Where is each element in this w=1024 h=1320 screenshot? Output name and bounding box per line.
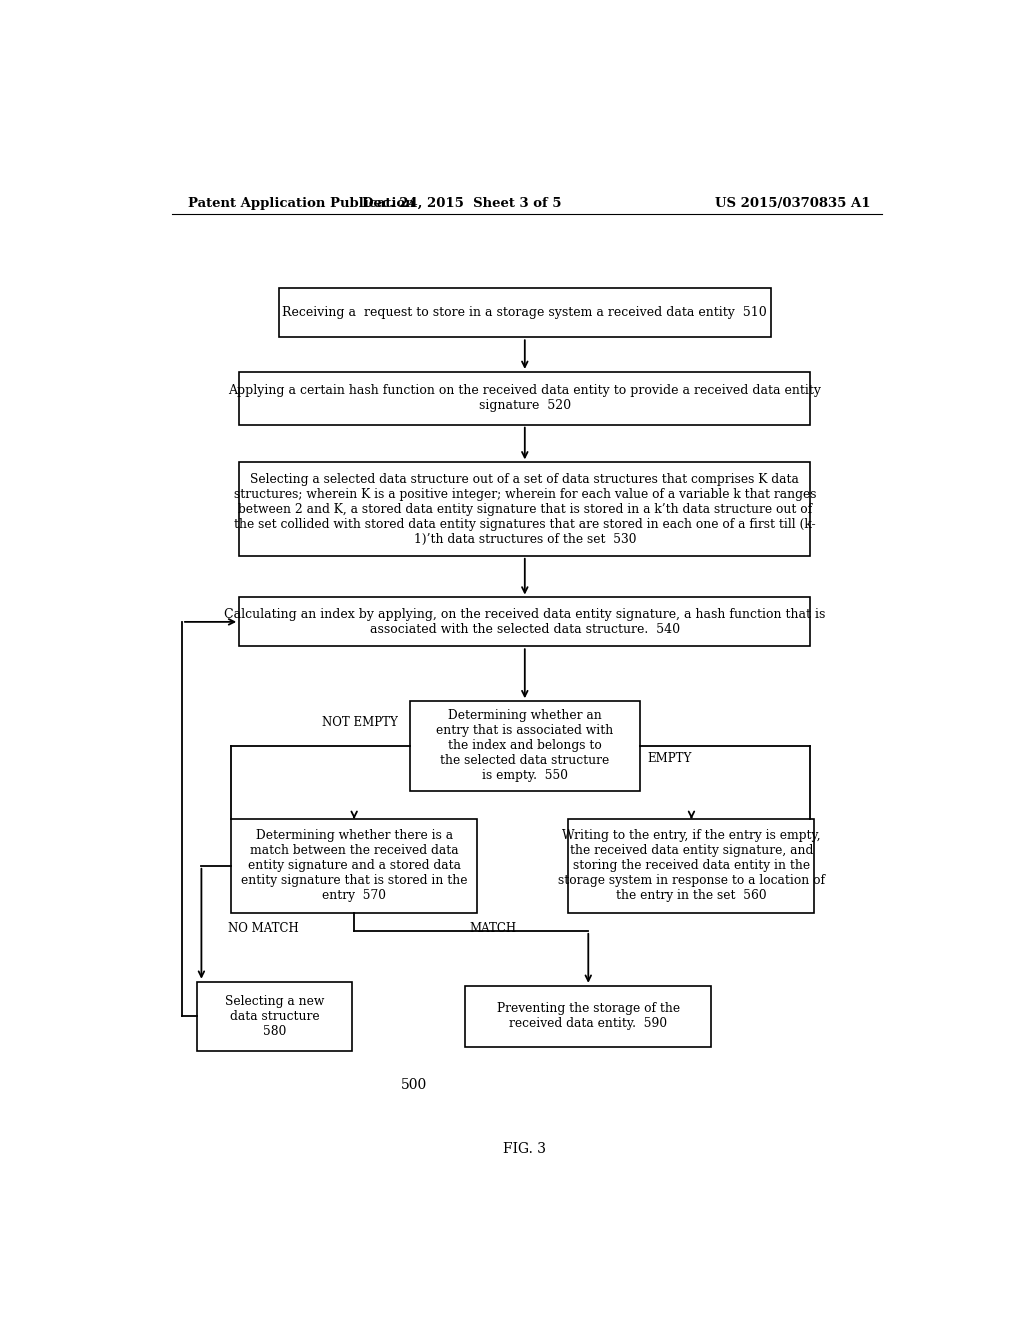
Text: FIG. 3: FIG. 3 [504, 1142, 546, 1156]
Bar [240, 372, 811, 425]
Text: NOT EMPTY: NOT EMPTY [322, 715, 397, 729]
Bar [410, 701, 640, 791]
Text: Determining whether there is a
match between the received data
entity signature : Determining whether there is a match bet… [241, 829, 467, 903]
Text: EMPTY: EMPTY [648, 751, 692, 764]
Text: US 2015/0370835 A1: US 2015/0370835 A1 [715, 197, 870, 210]
Text: Selecting a selected data structure out of a set of data structures that compris: Selecting a selected data structure out … [233, 473, 816, 545]
Bar [240, 462, 811, 556]
Text: Receiving a  request to store in a storage system a received data entity  510: Receiving a request to store in a storag… [283, 306, 767, 319]
Text: NO MATCH: NO MATCH [228, 923, 299, 936]
Text: Selecting a new
data structure
580: Selecting a new data structure 580 [225, 995, 325, 1038]
Bar [231, 818, 477, 912]
Text: Calculating an index by applying, on the received data entity signature, a hash : Calculating an index by applying, on the… [224, 609, 825, 636]
Text: MATCH: MATCH [469, 923, 516, 936]
Text: Determining whether an
entry that is associated with
the index and belongs to
th: Determining whether an entry that is ass… [436, 709, 613, 783]
Bar [279, 289, 771, 338]
Text: Applying a certain hash function on the received data entity to provide a receiv: Applying a certain hash function on the … [228, 384, 821, 412]
Text: Preventing the storage of the
received data entity.  590: Preventing the storage of the received d… [497, 1002, 680, 1030]
Text: Dec. 24, 2015  Sheet 3 of 5: Dec. 24, 2015 Sheet 3 of 5 [361, 197, 561, 210]
Text: Writing to the entry, if the entry is empty,
the received data entity signature,: Writing to the entry, if the entry is em… [558, 829, 825, 903]
Bar [568, 818, 814, 912]
Text: 500: 500 [400, 1078, 427, 1093]
Bar [198, 982, 352, 1051]
Bar [240, 598, 811, 647]
Text: Patent Application Publication: Patent Application Publication [187, 197, 415, 210]
Bar [465, 986, 712, 1047]
